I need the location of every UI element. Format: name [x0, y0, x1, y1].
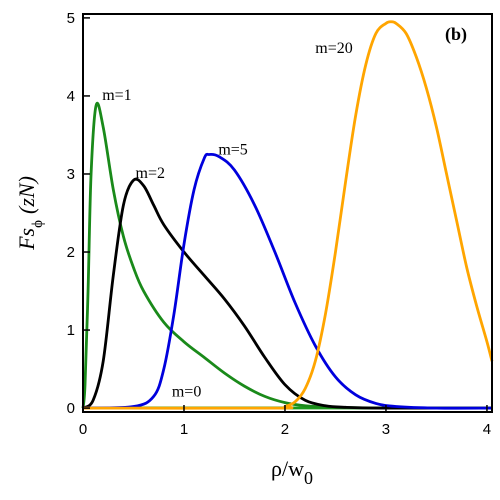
x-tick-label: 2 [281, 421, 289, 438]
y-tick-label: 4 [67, 88, 75, 105]
y-tick-label: 5 [67, 10, 75, 27]
panel-label: (b) [445, 24, 467, 45]
annotation-layer: m=0 m=1 m=2 m=5 m=20 [102, 40, 353, 400]
x-tick-label: 1 [180, 421, 188, 438]
y-axis-label: Fsϕ(zN) [14, 176, 46, 251]
y-axis-ticks: 0 1 2 3 4 5 [67, 10, 90, 417]
series-layer [81, 20, 494, 410]
y-tick-label: 1 [67, 322, 75, 339]
y-tick-label: 0 [67, 400, 75, 417]
series-line-m-1 [81, 102, 493, 410]
x-tick-label: 0 [79, 421, 87, 438]
series-line-m-20 [82, 20, 494, 410]
y-tick-label: 3 [67, 166, 75, 183]
x-axis-label: ρ/w0 [271, 456, 313, 488]
annotation-m-5: m=5 [218, 141, 247, 158]
series-line-m-2 [82, 177, 493, 410]
y-tick-label: 2 [67, 244, 75, 261]
plot-frame [82, 13, 493, 413]
annotation-m-1: m=1 [102, 87, 131, 104]
series-line-m-5 [82, 152, 493, 410]
annotation-m-2: m=2 [136, 165, 165, 182]
svg-text:Fsϕ(zN): Fsϕ(zN) [14, 176, 46, 251]
x-axis-ticks: 0 1 2 3 4 [79, 405, 491, 438]
annotation-m-20: m=20 [315, 40, 352, 57]
annotation-m-0: m=0 [172, 383, 201, 400]
x-tick-label: 4 [483, 421, 491, 438]
x-tick-label: 3 [382, 421, 390, 438]
